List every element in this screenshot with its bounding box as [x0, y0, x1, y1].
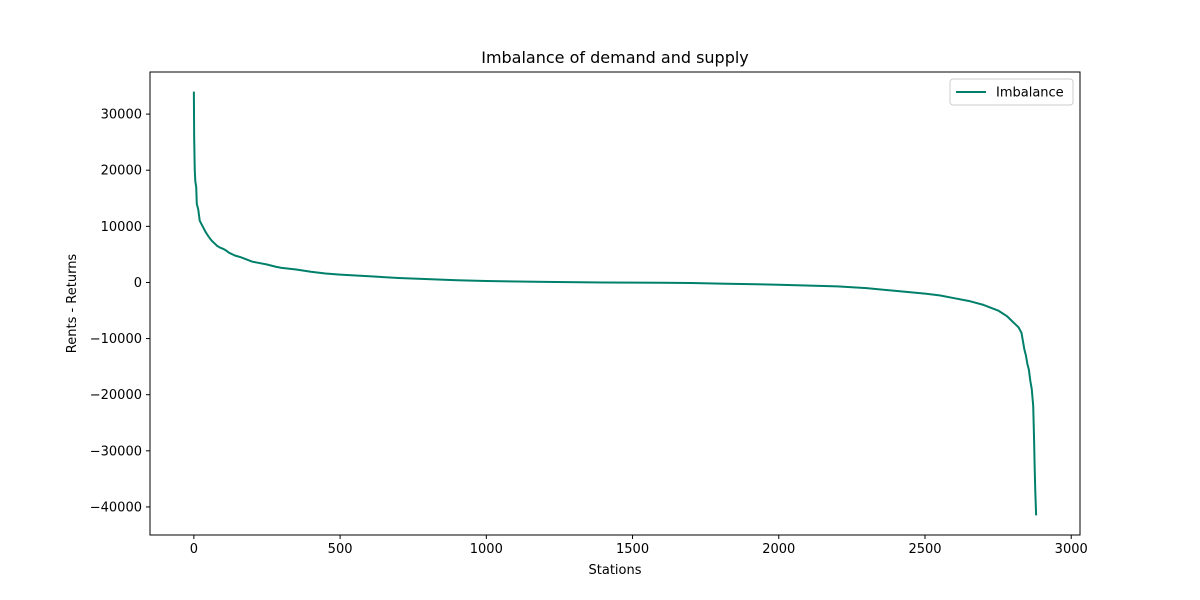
y-tick-label: 30000	[101, 108, 142, 123]
series-line-imbalance	[192, 91, 1038, 516]
ticks-layer: 0 500 1000 1500 2000 2500 3000 30000 20000 10000 0…	[90, 108, 1088, 557]
plot-frame	[149, 71, 1081, 536]
chart-title: Imbalance of demand and supply	[481, 48, 749, 67]
x-tick-label: 500	[328, 542, 353, 557]
y-tick-label: −20000	[90, 388, 142, 403]
legend-box	[949, 78, 1074, 106]
legend: Imbalance	[949, 78, 1074, 106]
y-tick-label: 20000	[101, 164, 142, 179]
x-axis-label: Stations	[589, 563, 642, 578]
y-axis-label: Rents - Returns	[65, 254, 80, 354]
y-tick-label: 0	[134, 276, 142, 291]
legend-label-imbalance: Imbalance	[996, 86, 1064, 101]
x-tick-label: 0	[190, 542, 198, 557]
x-tick-label: 1500	[616, 542, 649, 557]
y-tick-label: −40000	[90, 500, 142, 515]
x-tick-label: 1000	[470, 542, 503, 557]
line-layer	[192, 91, 1038, 516]
x-tick-label: 2000	[762, 542, 795, 557]
x-tick-label: 3000	[1055, 542, 1088, 557]
y-tick-label: 10000	[101, 220, 142, 235]
x-tick-label: 2500	[908, 542, 941, 557]
y-tick-label: −30000	[90, 444, 142, 459]
y-tick-label: −10000	[90, 332, 142, 347]
